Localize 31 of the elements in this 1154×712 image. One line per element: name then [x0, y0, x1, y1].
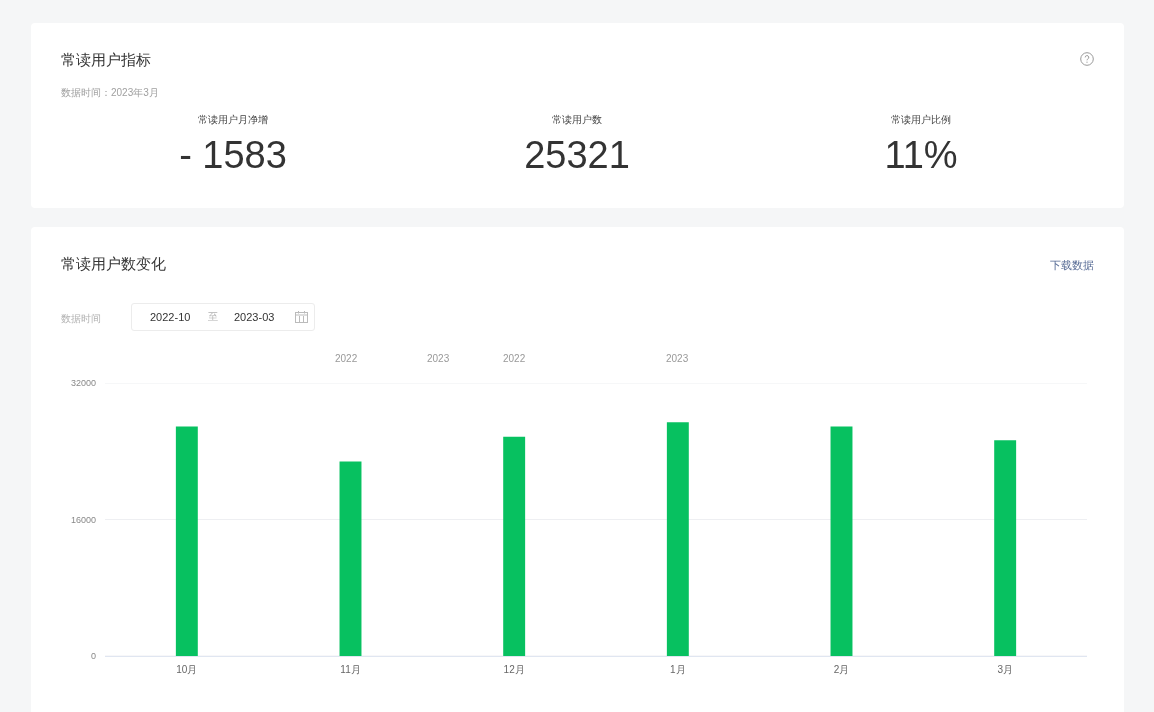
text: 2022 — [503, 353, 526, 364]
text: 下载数据 — [1050, 258, 1094, 272]
bar — [666, 422, 689, 656]
category-label: 常读用户比例 — [890, 113, 952, 127]
date-range-field: 2022-10 至 2023-03 — [131, 303, 315, 331]
y-tick-label: 32000 — [70, 378, 96, 389]
text: 常读用户指标 — [61, 51, 151, 69]
text: 2023 — [427, 353, 450, 364]
text: 25321 — [523, 133, 631, 177]
category-label: 常读用户月净增 — [197, 113, 269, 127]
bar — [830, 426, 853, 656]
text: 2022 — [335, 353, 358, 364]
category-label: 常读用户数 — [551, 113, 603, 127]
bar — [339, 461, 362, 656]
x-tick-label: 2月 — [833, 664, 850, 675]
y-tick-label: 0 — [90, 651, 96, 662]
x-tick-label: 12月 — [503, 664, 525, 675]
x-tick-label: 3月 — [997, 664, 1013, 675]
x-tick-label: 11月 — [340, 664, 361, 675]
bar — [175, 426, 198, 656]
bar — [503, 436, 526, 656]
chart-title: 常读用户数变化 — [61, 255, 166, 273]
bar — [994, 440, 1017, 656]
text: - 1583 — [178, 133, 288, 177]
text: 数据时间 — [61, 312, 101, 326]
y-tick-label: 16000 — [70, 514, 96, 525]
x-tick-label: 10月 — [176, 664, 198, 675]
text: 11% — [883, 133, 959, 177]
text: 2023 — [666, 353, 689, 364]
text: 数据时间：2023年3月 — [61, 87, 159, 99]
x-tick-label: 1月 — [670, 664, 686, 675]
